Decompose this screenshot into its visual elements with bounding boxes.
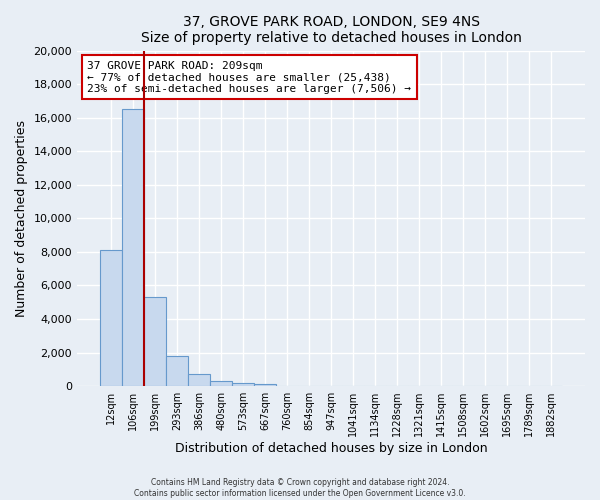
Bar xyxy=(100,250,122,386)
Title: 37, GROVE PARK ROAD, LONDON, SE9 4NS
Size of property relative to detached house: 37, GROVE PARK ROAD, LONDON, SE9 4NS Siz… xyxy=(140,15,521,45)
Bar xyxy=(254,384,276,386)
Bar xyxy=(166,356,188,386)
Bar xyxy=(122,110,144,386)
X-axis label: Distribution of detached houses by size in London: Distribution of detached houses by size … xyxy=(175,442,487,455)
Text: Contains HM Land Registry data © Crown copyright and database right 2024.
Contai: Contains HM Land Registry data © Crown c… xyxy=(134,478,466,498)
Text: 37 GROVE PARK ROAD: 209sqm
← 77% of detached houses are smaller (25,438)
23% of : 37 GROVE PARK ROAD: 209sqm ← 77% of deta… xyxy=(87,60,411,94)
Y-axis label: Number of detached properties: Number of detached properties xyxy=(15,120,28,317)
Bar xyxy=(144,297,166,386)
Bar xyxy=(210,381,232,386)
Bar xyxy=(188,374,210,386)
Bar xyxy=(232,382,254,386)
